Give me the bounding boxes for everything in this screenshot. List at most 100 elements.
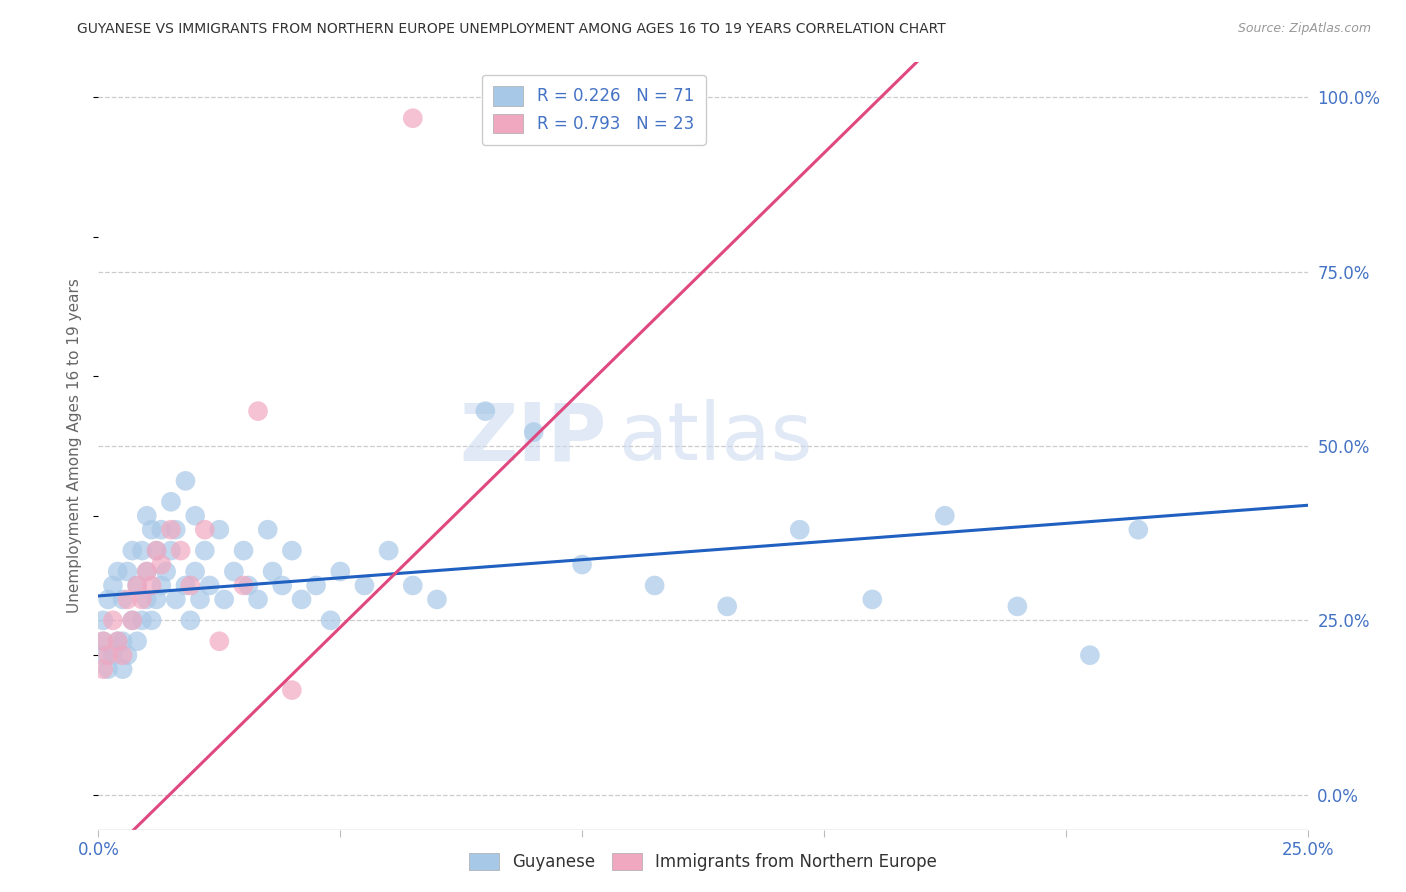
Point (377, 543, 399, 558)
Point (91, 634, 114, 648)
Point (107, 634, 129, 648)
Point (101, 648, 124, 663)
Point (281, 683, 304, 698)
Point (101, 613, 124, 627)
Point (111, 648, 134, 663)
Point (194, 523, 217, 537)
Point (150, 578, 173, 592)
Point (329, 565, 352, 579)
Point (934, 508, 956, 523)
Point (97, 592, 120, 607)
Point (353, 578, 375, 592)
Point (256, 523, 278, 537)
Point (169, 543, 191, 558)
Point (194, 543, 217, 558)
Point (188, 592, 211, 607)
Point (262, 565, 284, 579)
Point (402, 112, 425, 126)
Point (571, 558, 593, 572)
Point (91, 634, 114, 648)
Point (145, 543, 167, 558)
Point (145, 592, 167, 607)
Point (127, 578, 149, 592)
Point (208, 523, 231, 537)
Point (107, 634, 129, 648)
Point (1128, 523, 1150, 537)
Point (127, 578, 149, 592)
Point (165, 592, 187, 607)
Point (117, 648, 139, 663)
Point (860, 592, 883, 607)
Point (238, 578, 260, 592)
Point (184, 508, 207, 523)
Point (117, 592, 139, 607)
Point (111, 662, 134, 676)
Point (789, 523, 811, 537)
Point (141, 523, 163, 537)
Point (402, 578, 425, 592)
Point (141, 578, 163, 592)
Text: ZIP: ZIP (458, 400, 606, 477)
Point (1078, 648, 1101, 663)
Point (145, 543, 167, 558)
Point (212, 592, 235, 607)
Point (160, 495, 183, 509)
Point (179, 578, 201, 592)
Point (135, 592, 157, 607)
Y-axis label: Unemployment Among Ages 16 to 19 years: Unemployment Among Ages 16 to 19 years (67, 278, 83, 614)
Point (208, 634, 231, 648)
Text: Source: ZipAtlas.com: Source: ZipAtlas.com (1237, 22, 1371, 36)
Point (121, 543, 143, 558)
Point (141, 613, 163, 627)
Point (101, 578, 124, 592)
Point (644, 578, 666, 592)
Point (184, 565, 207, 579)
Point (150, 558, 173, 572)
Point (179, 613, 201, 627)
Point (97, 662, 120, 676)
Point (165, 523, 187, 537)
Point (131, 613, 153, 627)
Point (111, 634, 134, 648)
Point (305, 578, 328, 592)
Point (121, 613, 143, 627)
Point (281, 543, 304, 558)
Legend: Guyanese, Immigrants from Northern Europe: Guyanese, Immigrants from Northern Europ… (461, 845, 945, 880)
Point (1007, 599, 1029, 614)
Point (247, 404, 270, 418)
Point (474, 404, 496, 418)
Text: GUYANESE VS IMMIGRANTS FROM NORTHERN EUROPE UNEMPLOYMENT AMONG AGES 16 TO 19 YEA: GUYANESE VS IMMIGRANTS FROM NORTHERN EUR… (77, 22, 946, 37)
Point (91, 648, 114, 663)
Text: atlas: atlas (619, 400, 813, 477)
Point (232, 543, 254, 558)
Point (155, 565, 177, 579)
Point (135, 565, 157, 579)
Point (117, 565, 139, 579)
Point (131, 592, 153, 607)
Point (160, 523, 183, 537)
Point (271, 578, 294, 592)
Point (127, 634, 149, 648)
Point (150, 523, 173, 537)
Point (232, 578, 254, 592)
Point (174, 474, 197, 488)
Point (91, 662, 114, 676)
Point (111, 592, 134, 607)
Point (290, 592, 312, 607)
Point (222, 565, 245, 579)
Point (198, 578, 221, 592)
Point (131, 543, 153, 558)
Point (247, 592, 270, 607)
Legend: R = 0.226   N = 71, R = 0.793   N = 23: R = 0.226 N = 71, R = 0.793 N = 23 (482, 75, 706, 145)
Point (135, 508, 157, 523)
Point (174, 578, 197, 592)
Point (91, 613, 114, 627)
Point (135, 565, 157, 579)
Point (523, 425, 546, 439)
Point (716, 599, 738, 614)
Point (121, 613, 143, 627)
Point (160, 543, 183, 558)
Point (426, 592, 449, 607)
Point (97, 648, 120, 663)
Point (107, 565, 129, 579)
